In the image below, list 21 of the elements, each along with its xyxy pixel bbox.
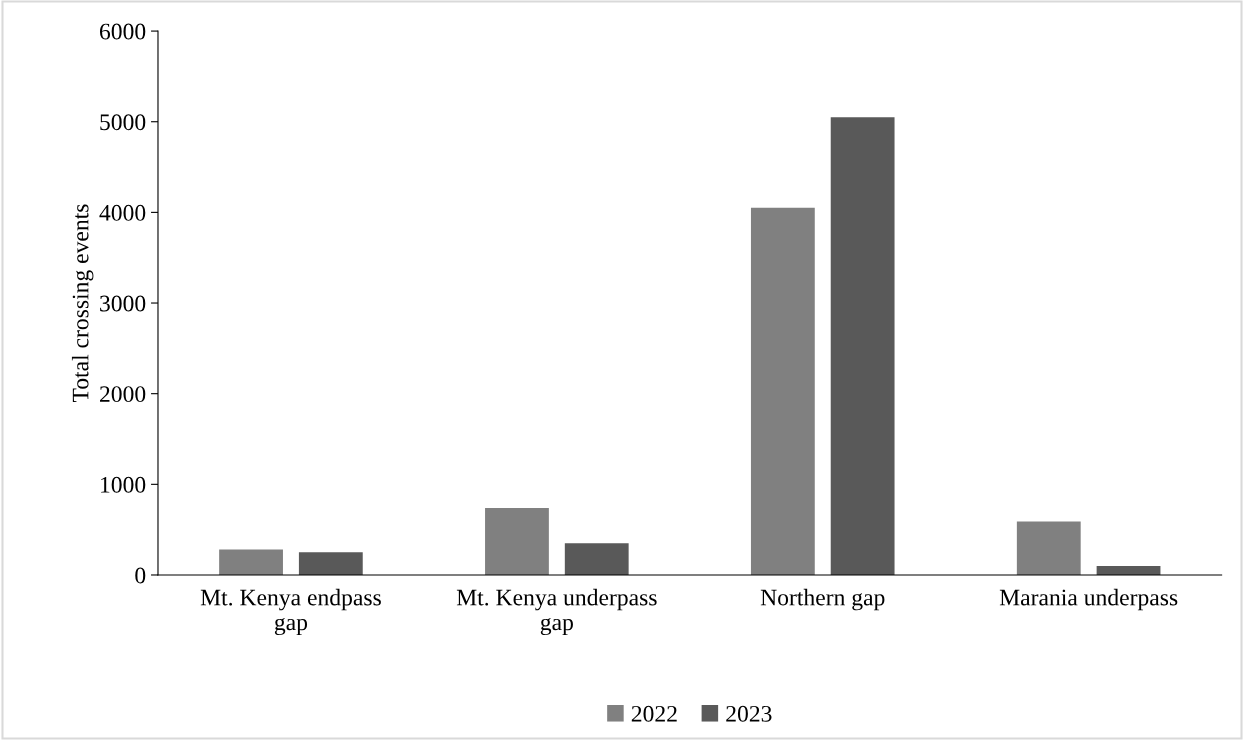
legend-label: 2022 [631,705,677,722]
x-tick-label: Marania underpass [999,588,1178,611]
bar [298,552,363,575]
y-axis-title: Total crossing events [71,204,94,403]
y-tick-label: 1000 [101,476,146,493]
bar [1016,521,1081,575]
x-tick-label: Mt. Kenya endpass gap [200,588,381,636]
x-tick-label: Northern gap [760,588,885,611]
y-tick-label: 6000 [99,23,146,40]
y-tick-label: 5000 [100,114,146,131]
bar [830,117,895,575]
y-tick-label: 4000 [99,204,146,221]
legend-label: 2023 [726,705,772,722]
bar [485,507,549,575]
x-tick-label: Mt. Kenya underpass gap [456,588,657,636]
y-tick-label: 2000 [100,386,146,403]
bar [750,207,815,575]
bar [219,549,283,575]
y-tick-label: 3000 [100,295,146,312]
y-tick-label: 0 [135,567,146,584]
bar [564,543,629,575]
